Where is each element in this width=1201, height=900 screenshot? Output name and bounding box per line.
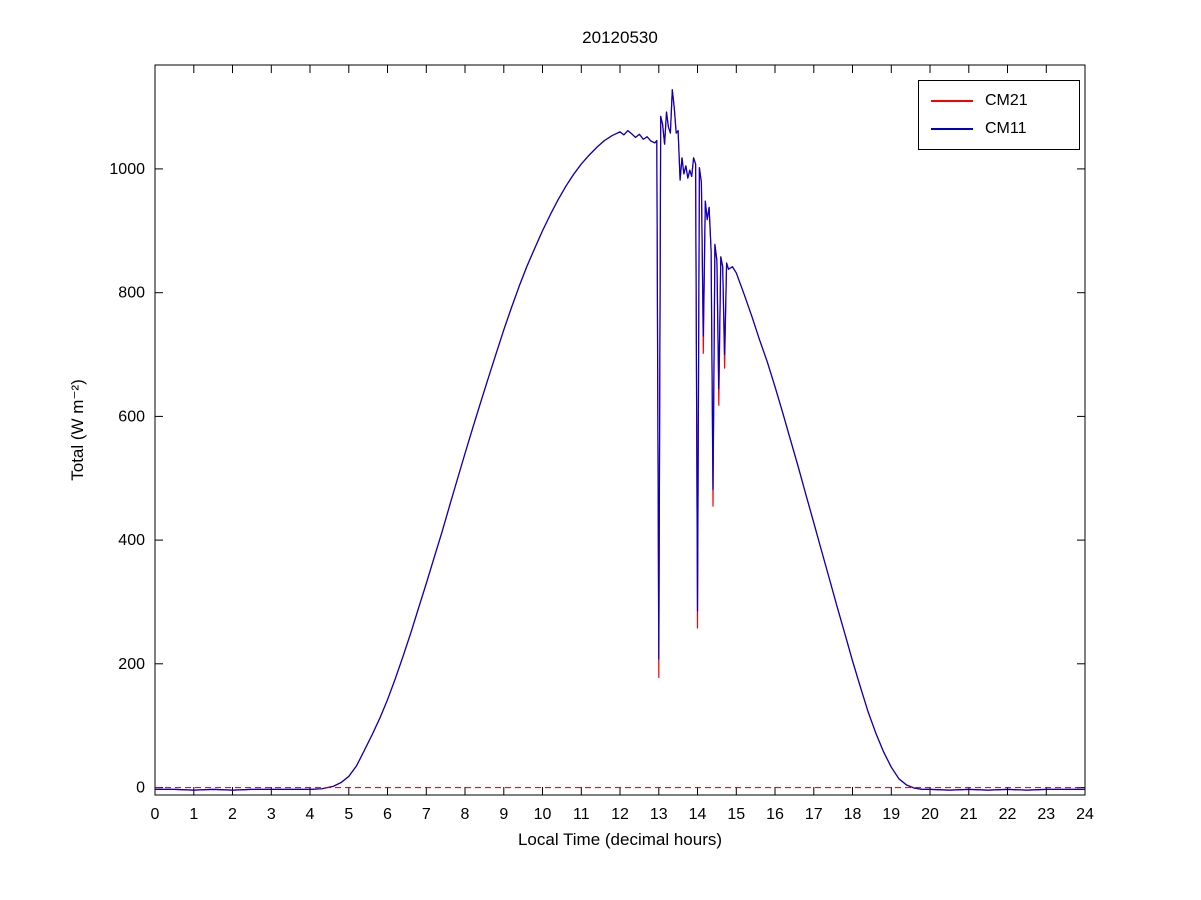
- svg-text:17: 17: [805, 806, 823, 823]
- legend-entry-cm21: CM21: [919, 87, 1079, 115]
- svg-text:800: 800: [118, 285, 145, 302]
- svg-text:400: 400: [118, 532, 145, 549]
- chart-title: 20120530: [582, 28, 658, 47]
- svg-text:0: 0: [136, 780, 145, 797]
- x-axis-label: Local Time (decimal hours): [517, 830, 723, 849]
- svg-text:15: 15: [727, 806, 745, 823]
- svg-text:14: 14: [689, 806, 707, 823]
- svg-text:1: 1: [189, 806, 198, 823]
- svg-text:18: 18: [844, 806, 862, 823]
- svg-text:600: 600: [118, 408, 145, 425]
- svg-text:9: 9: [499, 806, 508, 823]
- svg-text:22: 22: [999, 806, 1017, 823]
- svg-text:8: 8: [461, 806, 470, 823]
- svg-text:10: 10: [534, 806, 552, 823]
- svg-text:1000: 1000: [109, 161, 145, 178]
- y-axis-label: Total (W m⁻²): [68, 379, 87, 481]
- legend: CM21 CM11: [918, 80, 1080, 150]
- cm21-line-swatch: [931, 100, 973, 102]
- svg-text:20: 20: [921, 806, 939, 823]
- svg-text:11: 11: [573, 806, 590, 823]
- svg-text:200: 200: [118, 656, 145, 673]
- legend-label-cm21: CM21: [985, 92, 1028, 109]
- svg-text:2: 2: [228, 806, 237, 823]
- svg-text:21: 21: [960, 806, 978, 823]
- svg-text:13: 13: [650, 806, 668, 823]
- cm11-line-swatch: [931, 128, 973, 130]
- svg-text:7: 7: [422, 806, 431, 823]
- svg-text:12: 12: [611, 806, 629, 823]
- svg-text:23: 23: [1037, 806, 1055, 823]
- svg-text:3: 3: [267, 806, 276, 823]
- svg-text:24: 24: [1076, 806, 1094, 823]
- svg-text:4: 4: [306, 806, 315, 823]
- legend-entry-cm11: CM11: [919, 115, 1079, 143]
- svg-text:5: 5: [344, 806, 353, 823]
- legend-label-cm11: CM11: [985, 120, 1027, 137]
- svg-text:19: 19: [882, 806, 900, 823]
- svg-text:6: 6: [383, 806, 392, 823]
- svg-text:0: 0: [151, 806, 160, 823]
- svg-text:16: 16: [766, 806, 784, 823]
